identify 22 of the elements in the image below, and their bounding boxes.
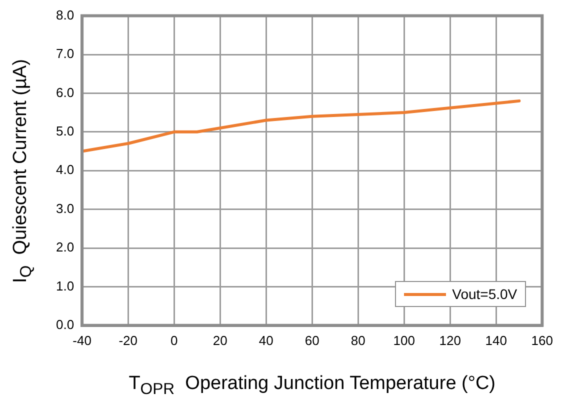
y-tick-label: 4.0 [56, 162, 74, 178]
x-tick-label: 60 [304, 332, 320, 348]
y-tick-label: 6.0 [56, 84, 74, 100]
y-tick-label: 1.0 [56, 278, 74, 294]
x-tick-label: 0 [170, 332, 178, 348]
legend-label: Vout=5.0V [452, 286, 518, 302]
x-tick-label: -40 [72, 332, 92, 348]
y-tick-label: 7.0 [56, 46, 74, 62]
y-tick-label: 3.0 [56, 200, 74, 216]
y-tick-label: 5.0 [56, 123, 74, 138]
x-tick-label: -20 [118, 332, 138, 348]
x-tick-label: 80 [350, 332, 366, 348]
x-tick-label: 40 [258, 332, 274, 348]
x-tick-label: 20 [212, 332, 228, 348]
x-tick-label: 100 [393, 332, 415, 348]
x-tick-label: 140 [485, 332, 507, 348]
y-tick-label: 0.0 [56, 316, 74, 332]
x-tick-label: 120 [439, 332, 461, 348]
y-tick-label: 2.0 [56, 240, 74, 255]
x-tick-label: 160 [531, 332, 554, 348]
x-axis-title: T$_{OPR}$ Operating Junction Temperature (°C) [128, 373, 496, 399]
y-tick-label: 8.0 [56, 7, 74, 22]
